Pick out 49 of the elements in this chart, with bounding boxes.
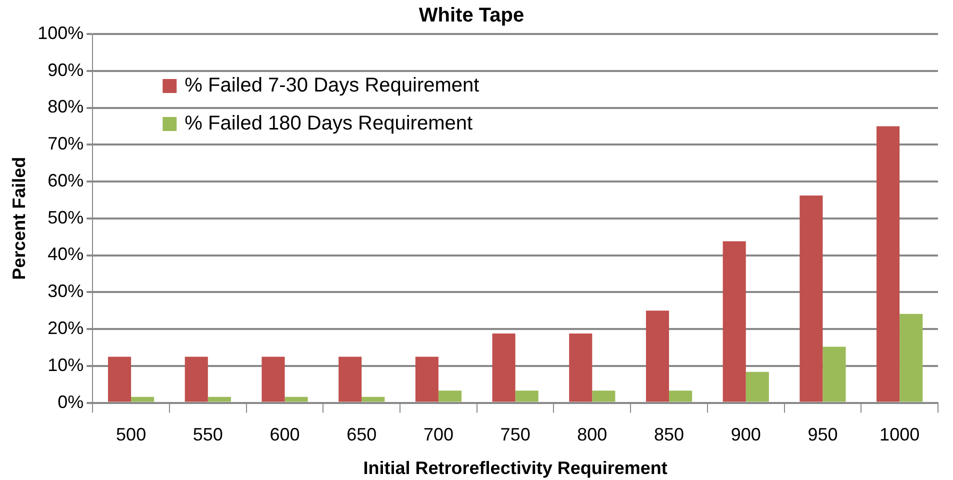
bar: [646, 310, 670, 402]
x-tick-label: 850: [654, 424, 684, 445]
bar: [262, 356, 285, 402]
x-tick-label: 600: [270, 424, 300, 445]
y-tick-label: 0%: [58, 392, 84, 412]
bar: [822, 346, 846, 402]
bar: [669, 390, 692, 402]
legend-label: % Failed 180 Days Requirement: [184, 112, 473, 135]
y-tick-label: 10%: [48, 354, 84, 375]
y-tick-label: 80%: [48, 96, 84, 117]
y-axis-title: Percent Failed: [8, 156, 29, 280]
bar: [800, 196, 823, 402]
x-tick-label: 750: [500, 424, 530, 445]
bar: [438, 390, 462, 402]
bar: [338, 356, 362, 402]
bar: [108, 356, 132, 402]
bar: [284, 396, 308, 402]
y-tick-label: 90%: [48, 60, 84, 80]
y-tick-label: 60%: [48, 170, 84, 190]
bar: [569, 333, 592, 402]
legend-label: % Failed 7-30 Days Requirement: [184, 74, 480, 97]
y-tick-label: 50%: [48, 207, 84, 228]
x-tick-label: 500: [116, 424, 146, 445]
x-tick-label: 700: [423, 424, 454, 445]
bar: [592, 390, 616, 402]
y-tick-label: 40%: [48, 244, 84, 264]
bar: [746, 372, 769, 402]
y-tick-label: 20%: [48, 318, 84, 338]
bar: [900, 314, 923, 402]
chart-title: White Tape: [418, 4, 524, 27]
x-tick-label: 550: [192, 424, 223, 445]
bar: [131, 396, 154, 402]
y-tick-label: 100%: [38, 22, 84, 43]
y-tick-label: 30%: [48, 281, 84, 302]
bar: [515, 390, 538, 402]
bar: [184, 356, 208, 402]
x-tick-label: 950: [808, 424, 838, 445]
x-tick-label: 1000: [880, 424, 920, 445]
y-tick-label: 70%: [48, 134, 84, 154]
x-tick-label: 800: [577, 424, 608, 445]
bar: [492, 333, 516, 402]
bar: [362, 396, 385, 402]
bar: [208, 396, 231, 402]
bar: [722, 241, 746, 402]
bar: [876, 126, 900, 402]
x-axis-title: Initial Retroreflectivity Requirement: [363, 458, 668, 478]
bar: [415, 356, 438, 402]
x-tick-label: 900: [730, 424, 761, 445]
x-tick-label: 650: [346, 424, 377, 445]
